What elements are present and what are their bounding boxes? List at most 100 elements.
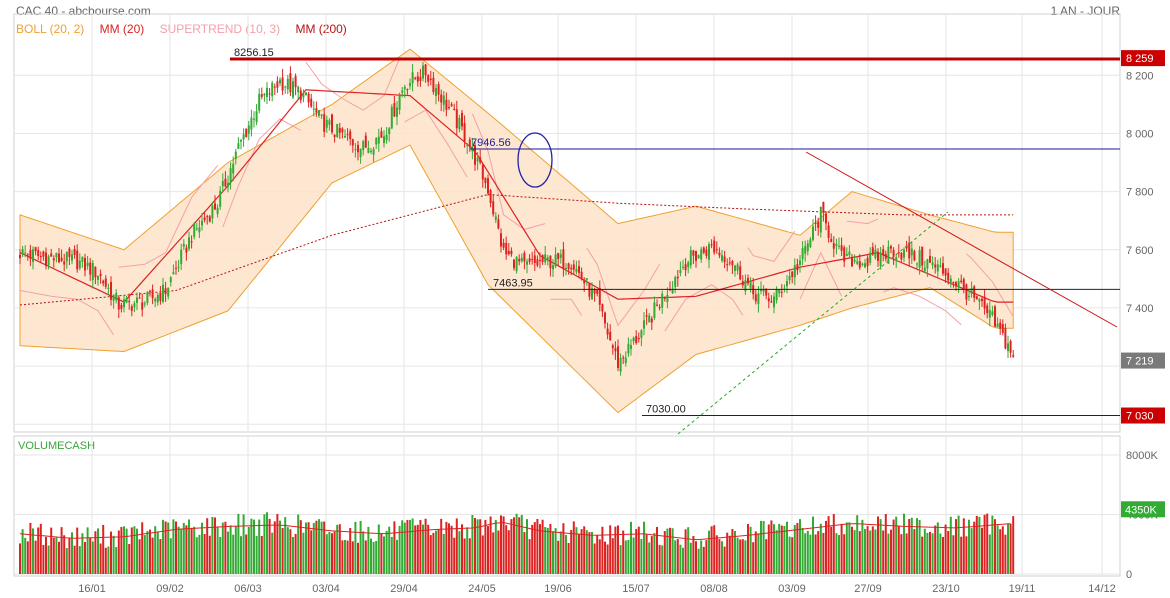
candle	[518, 259, 521, 262]
candle	[814, 222, 817, 224]
candle	[845, 253, 848, 256]
candle	[975, 296, 978, 300]
candle	[271, 82, 274, 97]
candle	[133, 303, 136, 308]
volume-bar	[219, 537, 222, 574]
volume-bar	[684, 529, 687, 574]
candle	[663, 297, 666, 299]
volume-bar	[718, 539, 721, 574]
volume-bar	[294, 533, 297, 574]
volume-bar	[258, 519, 261, 574]
candle	[89, 262, 92, 275]
volume-bar	[333, 531, 336, 574]
candle	[435, 88, 437, 96]
volume-bar	[393, 521, 396, 574]
candle	[359, 148, 362, 157]
mm200-line	[19, 193, 1014, 306]
volume-bar	[81, 533, 84, 574]
candle	[78, 260, 81, 269]
candle	[622, 357, 625, 359]
candle	[676, 276, 679, 279]
candle	[926, 259, 929, 269]
volume-bar	[245, 534, 248, 574]
candle	[585, 278, 588, 280]
volume-bar	[502, 516, 505, 574]
volume-bar	[169, 538, 172, 574]
volume-bar	[978, 516, 981, 574]
volume-bar	[463, 538, 466, 574]
legend-supertrend[interactable]: SUPERTREND (10, 3)	[159, 22, 281, 36]
volume-bar	[973, 521, 976, 574]
candle	[630, 345, 632, 349]
y-tick-label: 8 200	[1126, 70, 1154, 82]
candle	[130, 306, 133, 311]
volume-bar	[728, 535, 731, 574]
level-label: 7030.00	[646, 404, 686, 416]
candle	[63, 261, 66, 265]
volume-bar	[133, 526, 136, 574]
volume-y-tick-label: 8000K	[1126, 450, 1158, 462]
candle	[635, 335, 638, 344]
volume-bar	[783, 526, 786, 574]
volume-bar	[632, 537, 635, 574]
volume-bar	[848, 522, 851, 574]
candle	[546, 257, 549, 260]
candle	[897, 252, 900, 254]
candle	[510, 250, 513, 255]
volume-bar	[107, 546, 110, 574]
volume-bar	[825, 520, 827, 574]
volume-bar	[526, 519, 528, 574]
volume-bar	[104, 547, 107, 574]
candle	[354, 148, 357, 150]
candle	[156, 294, 159, 303]
candle	[284, 86, 287, 88]
x-tick-label: 08/08	[700, 583, 728, 595]
volume-bar	[851, 526, 853, 574]
price-tag-label: 7 219	[1126, 356, 1154, 368]
candle	[385, 134, 388, 141]
candle	[596, 290, 599, 294]
volume-bar	[125, 528, 128, 574]
volume-bar	[505, 525, 508, 574]
legend-boll[interactable]: BOLL (20, 2)	[16, 22, 85, 36]
candle	[198, 227, 201, 233]
candle	[164, 288, 167, 295]
candle	[825, 213, 827, 224]
volume-bar	[84, 541, 86, 574]
volume-bar	[188, 519, 190, 574]
volume-bar	[497, 530, 500, 574]
legend-mm200[interactable]: MM (200)	[295, 22, 347, 36]
candle	[492, 201, 495, 215]
candle	[936, 264, 939, 272]
volume-bar	[513, 517, 515, 574]
volume-bar	[510, 519, 513, 574]
volume-bar	[827, 516, 830, 574]
candle	[760, 290, 762, 292]
candle	[232, 163, 235, 174]
volume-bar	[565, 534, 567, 574]
volume-bar	[307, 522, 310, 574]
volume-bar	[60, 527, 63, 574]
volume-bar	[536, 519, 539, 574]
volume-bar	[349, 527, 352, 574]
volume-bar	[806, 530, 809, 574]
candle	[424, 64, 427, 76]
volume-bar	[284, 517, 287, 574]
volume-bar	[375, 540, 378, 574]
volume-bar	[320, 521, 323, 574]
volume-bar	[843, 534, 846, 574]
candle	[42, 251, 45, 257]
volume-bar	[557, 540, 560, 574]
volume-bar	[461, 524, 463, 574]
candle	[390, 106, 393, 129]
volume-bar	[380, 533, 383, 574]
volume-bar	[773, 524, 775, 574]
volume-bar	[42, 545, 45, 574]
candle	[455, 109, 458, 129]
candle	[648, 315, 651, 323]
legend-mm20[interactable]: MM (20)	[99, 22, 145, 36]
candle	[401, 90, 404, 93]
candle	[149, 291, 151, 293]
volume-bar	[921, 536, 924, 574]
